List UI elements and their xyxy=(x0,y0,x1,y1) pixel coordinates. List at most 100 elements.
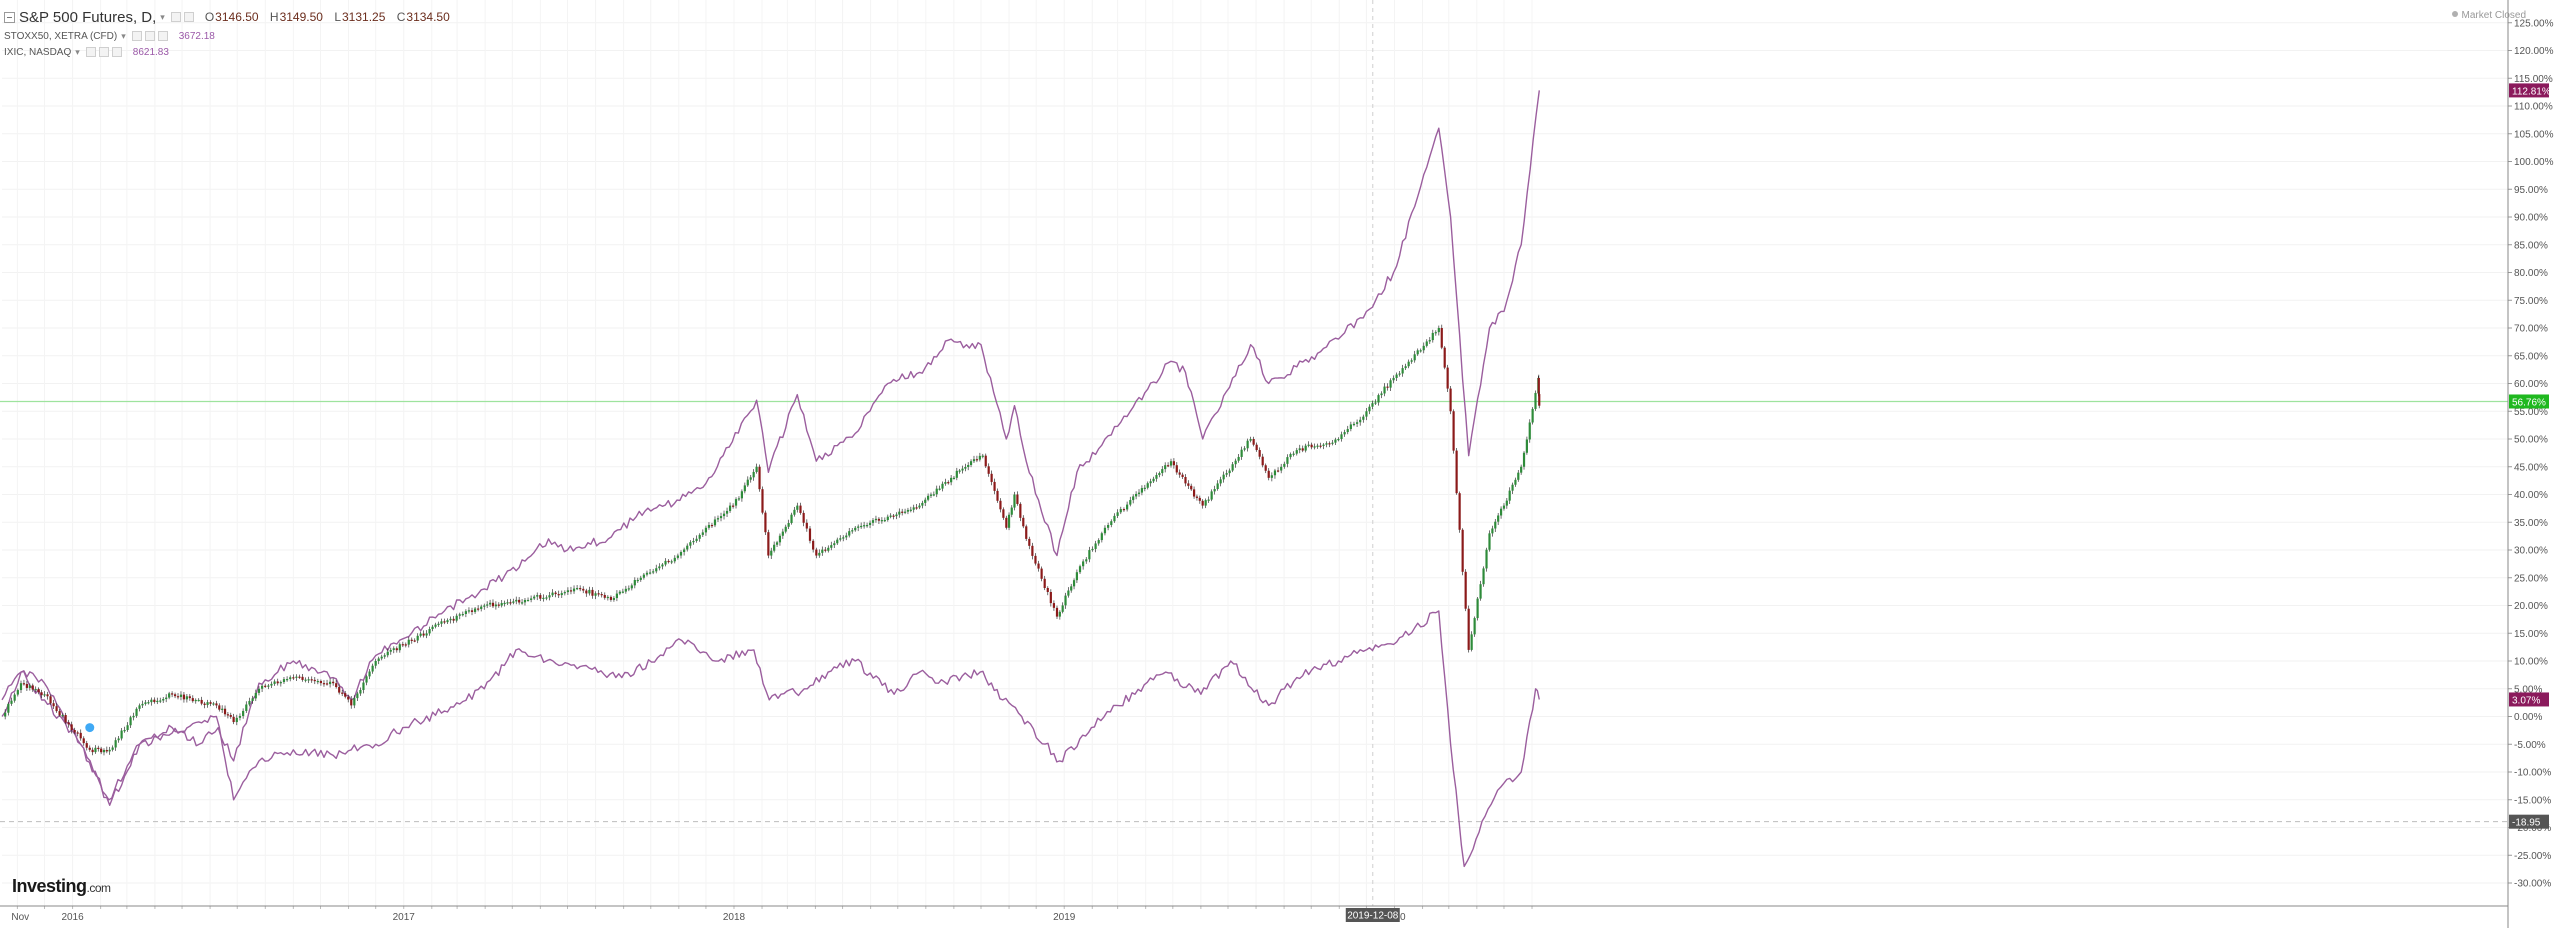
candle-body xyxy=(836,539,839,544)
close-icon[interactable] xyxy=(111,47,122,57)
candle-body xyxy=(725,510,729,514)
candle-body xyxy=(802,512,805,523)
candle-body xyxy=(740,491,744,499)
candle-body xyxy=(500,603,503,606)
candle-body xyxy=(88,747,91,750)
candle-body xyxy=(886,516,889,520)
candle-body xyxy=(238,715,242,718)
candle-body xyxy=(1491,528,1494,534)
overlay-symbol[interactable]: IXIC, NASDAQ xyxy=(4,46,72,58)
candle-body xyxy=(232,716,235,723)
candle-body xyxy=(1097,540,1100,544)
candle-body xyxy=(624,588,627,592)
candle-body xyxy=(964,467,967,469)
candle-body xyxy=(848,531,851,536)
settings-icon[interactable] xyxy=(183,12,194,22)
candle-body xyxy=(1511,484,1514,491)
candle-body xyxy=(1270,475,1273,478)
candle-body xyxy=(585,590,588,594)
candle-body xyxy=(194,699,197,702)
candle-body xyxy=(1094,543,1097,549)
stoxx-value-badge-label: 3.07% xyxy=(2512,695,2540,706)
candle-body xyxy=(642,574,645,578)
candle-body xyxy=(805,522,808,529)
candle-body xyxy=(497,604,500,606)
candle-body xyxy=(1091,548,1094,551)
candle-body xyxy=(597,593,600,595)
legend-overlay-row[interactable]: STOXX50, XETRA (CFD) ▾ 3672.18 xyxy=(4,28,458,44)
candle-body xyxy=(1434,332,1437,334)
candle-body xyxy=(22,683,26,685)
candle-body xyxy=(162,699,165,701)
candle-body xyxy=(371,665,374,672)
candle-body xyxy=(1422,345,1425,351)
open-value: 3146.50 xyxy=(215,10,259,24)
candle-body xyxy=(1169,461,1173,466)
candle-body xyxy=(509,602,512,604)
candle-body xyxy=(713,519,717,526)
eye-icon[interactable] xyxy=(85,47,96,57)
candle-body xyxy=(999,500,1002,510)
candle-body xyxy=(223,708,227,715)
candle-body xyxy=(1289,454,1292,458)
candle-body xyxy=(221,708,224,710)
candle-body xyxy=(1286,457,1289,464)
candle-body xyxy=(830,545,833,548)
candle-body xyxy=(209,702,212,704)
legend-main-row[interactable]: S&P 500 Futures, D, ▾ O3146.50 H3149.50 … xyxy=(4,6,458,28)
low-label: L xyxy=(334,10,341,24)
y-tick-label: 25.00% xyxy=(2514,573,2548,584)
chevron-down-icon[interactable]: ▾ xyxy=(121,30,126,41)
candle-body xyxy=(1219,479,1222,484)
chevron-down-icon[interactable]: ▾ xyxy=(160,11,165,22)
settings-icon[interactable] xyxy=(144,31,155,41)
candle-body xyxy=(132,715,135,718)
candle-body xyxy=(356,693,359,699)
candle-body xyxy=(758,466,761,490)
candle-body xyxy=(1497,515,1500,522)
candle-body xyxy=(1355,422,1359,424)
candle-body xyxy=(1537,377,1540,395)
candle-body xyxy=(431,626,434,630)
eye-icon[interactable] xyxy=(170,12,181,22)
candle-body xyxy=(1389,380,1392,388)
candle-body xyxy=(43,694,46,696)
candle-body xyxy=(108,749,111,752)
candle-body xyxy=(503,602,506,605)
overlay-symbol[interactable]: STOXX50, XETRA (CFD) xyxy=(4,30,118,42)
candle-body xyxy=(176,696,180,698)
candle-body xyxy=(191,698,194,702)
candle-body xyxy=(676,555,679,558)
settings-icon[interactable] xyxy=(98,47,109,57)
candle-body xyxy=(1316,445,1319,447)
candle-body xyxy=(560,593,563,596)
eye-icon[interactable] xyxy=(131,31,142,41)
collapse-legend-icon[interactable] xyxy=(4,11,15,23)
candle-body xyxy=(609,596,613,600)
close-icon[interactable] xyxy=(157,31,168,41)
candle-body xyxy=(921,502,924,506)
candle-body xyxy=(1255,444,1258,451)
investing-logo: Investing.com xyxy=(12,876,111,897)
candle-body xyxy=(401,644,404,646)
candle-body xyxy=(929,494,933,496)
candle-body xyxy=(1273,470,1277,476)
candle-body xyxy=(392,648,395,650)
candle-body xyxy=(105,749,108,752)
legend-overlay-row[interactable]: IXIC, NASDAQ ▾ 8621.83 xyxy=(4,44,458,60)
candle-body xyxy=(1078,566,1082,573)
candle-body xyxy=(1425,341,1428,346)
candle-body xyxy=(548,595,551,598)
candle-body xyxy=(812,540,815,550)
y-tick-label: 95.00% xyxy=(2514,185,2548,196)
main-symbol[interactable]: S&P 500 Futures, D, xyxy=(19,8,157,26)
candle-body xyxy=(159,700,162,702)
chevron-down-icon[interactable]: ▾ xyxy=(75,46,80,57)
candle-body xyxy=(993,481,996,491)
candle-body xyxy=(64,714,67,723)
candle-body xyxy=(494,604,497,607)
candle-body xyxy=(530,598,533,600)
candle-body xyxy=(1528,422,1531,440)
candle-body xyxy=(353,698,356,706)
candle-body xyxy=(1207,499,1210,501)
